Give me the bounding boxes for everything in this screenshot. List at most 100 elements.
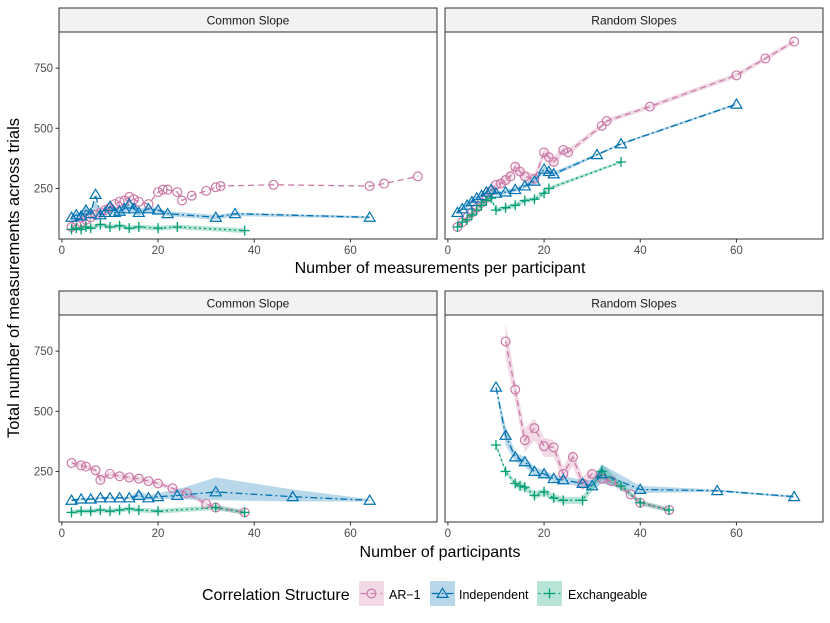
data-point-ar-1 <box>760 53 771 64</box>
plot-area <box>445 32 823 239</box>
data-point-independent <box>363 493 377 505</box>
data-point-independent <box>475 189 489 201</box>
plot-content <box>64 458 377 518</box>
data-point-exchangeable <box>80 221 91 232</box>
data-point-independent <box>113 204 127 216</box>
data-point-ar-1 <box>731 70 742 81</box>
data-point-exchangeable <box>133 221 144 232</box>
x-tick-label: 60 <box>344 528 357 540</box>
data-point-independent <box>614 137 628 149</box>
data-point-independent <box>103 200 117 212</box>
x-tick-label: 20 <box>152 528 165 540</box>
data-point-exchangeable <box>596 466 607 477</box>
x-tick-label: 60 <box>730 245 743 257</box>
data-point-exchangeable <box>476 200 487 211</box>
data-point-independent <box>98 206 112 218</box>
plot-content <box>489 322 801 515</box>
data-point-independent <box>363 210 377 222</box>
legend-marker <box>544 588 555 599</box>
data-point-exchangeable <box>471 205 482 216</box>
data-point-ar-1 <box>548 442 559 453</box>
data-point-exchangeable <box>104 221 115 232</box>
data-point-ar-1 <box>201 185 212 196</box>
data-point-ar-1 <box>80 461 91 472</box>
data-point-independent <box>84 207 98 219</box>
x-tick-label: 40 <box>248 245 261 257</box>
series-line-ar-1 <box>457 41 795 228</box>
data-point-ar-1 <box>567 452 578 463</box>
panel-1: Random Slopes 0 20 40 60 <box>444 7 824 257</box>
data-point-independent <box>108 206 122 218</box>
data-point-independent <box>209 210 223 222</box>
data-point-ar-1 <box>181 488 192 499</box>
data-point-independent <box>84 492 98 504</box>
x-tick-label: 40 <box>634 245 647 257</box>
x-tick-label: 20 <box>538 245 551 257</box>
data-point-exchangeable <box>500 202 511 213</box>
y-tick-label: 500 <box>34 123 53 135</box>
data-point-independent <box>537 467 551 479</box>
legend-item-exchangeable: Exchangeable <box>537 581 647 606</box>
panels: Common Slope 0 20 40 60 250 500 750 Random Slope… <box>34 7 824 540</box>
data-point-exchangeable <box>452 221 463 232</box>
facet-strip <box>58 290 438 316</box>
data-point-exchangeable <box>95 219 106 230</box>
data-point-ar-1 <box>548 156 559 167</box>
data-point-independent <box>450 206 465 218</box>
data-point-ar-1 <box>124 191 135 202</box>
panel-border <box>58 31 438 240</box>
data-point-ar-1 <box>210 182 221 193</box>
data-point-independent <box>729 97 743 109</box>
legend-marker <box>435 587 450 599</box>
data-point-independent <box>64 493 79 505</box>
data-point-exchangeable <box>172 221 183 232</box>
data-point-independent <box>508 183 522 195</box>
data-point-exchangeable <box>486 193 497 204</box>
facet-strip <box>58 7 438 33</box>
data-point-exchangeable <box>153 223 164 234</box>
data-point-independent <box>113 491 127 503</box>
data-point-independent <box>64 210 79 222</box>
data-point-independent <box>470 191 484 203</box>
data-point-exchangeable <box>510 200 521 211</box>
facet-title: Common Slope <box>207 297 290 311</box>
data-point-ar-1 <box>510 384 521 395</box>
data-point-independent <box>508 450 522 462</box>
data-point-ar-1 <box>124 472 135 483</box>
data-point-ar-1 <box>133 473 144 484</box>
facet-title: Common Slope <box>207 14 290 28</box>
series-line-ar-1 <box>504 341 670 511</box>
data-point-independent <box>151 203 165 215</box>
legend-marker <box>366 588 377 599</box>
data-point-ar-1 <box>215 181 226 192</box>
data-point-ar-1 <box>412 171 423 182</box>
legend-label: AR−1 <box>389 588 421 602</box>
data-point-exchangeable <box>529 490 540 501</box>
data-point-exchangeable <box>104 506 115 517</box>
data-point-exchangeable <box>133 504 144 515</box>
data-point-independent <box>527 465 541 476</box>
data-point-ar-1 <box>172 187 183 198</box>
data-point-exchangeable <box>577 495 588 506</box>
x-tick-label: 20 <box>538 528 551 540</box>
data-point-ar-1 <box>177 195 188 206</box>
data-point-exchangeable <box>466 209 477 220</box>
facet-title: Random Slopes <box>591 297 676 311</box>
data-point-exchangeable <box>515 480 526 491</box>
data-point-ar-1 <box>186 190 197 201</box>
data-point-exchangeable <box>76 506 87 517</box>
plot-area <box>59 315 437 522</box>
data-point-exchangeable <box>519 482 530 493</box>
data-point-independent <box>74 209 88 221</box>
data-point-independent <box>455 202 469 214</box>
data-point-independent <box>103 491 117 503</box>
plot-content <box>450 36 800 232</box>
data-point-ar-1 <box>606 476 617 487</box>
data-point-independent <box>74 492 88 504</box>
data-point-ar-1 <box>104 468 115 479</box>
data-point-exchangeable <box>616 480 627 491</box>
series-line-exchangeable <box>457 161 622 228</box>
panel-2: Common Slope 0 20 40 60 250 500 750 <box>34 290 438 540</box>
data-point-ar-1 <box>114 471 125 482</box>
